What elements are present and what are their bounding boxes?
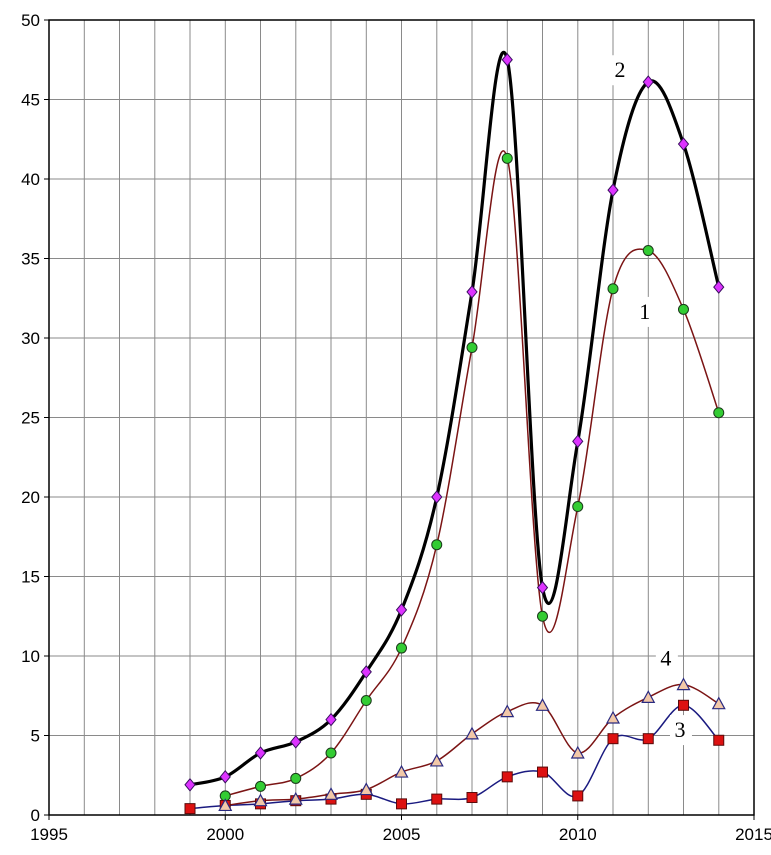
series-1-point-2003 <box>325 747 337 759</box>
series-4-point-2013 <box>676 677 691 691</box>
series-4-point-2005 <box>394 764 409 778</box>
series-2-point-2012 <box>642 75 654 89</box>
series-1-point-2014 <box>713 407 725 419</box>
y-tick-label: 10 <box>21 647 40 666</box>
x-tick-label: 2005 <box>383 825 421 844</box>
series-2-point-2011 <box>607 183 619 197</box>
axes: 0 5 10 15 20 25 30 35 40 45 50 1995 2000 2005 2010 2015 <box>21 11 771 844</box>
series-2-point-2000 <box>219 770 231 784</box>
series-4-point-2000 <box>218 798 233 812</box>
series-4-point-2001 <box>253 793 268 807</box>
series-3-point-2005 <box>396 798 407 810</box>
series-2-point-2008 <box>501 52 513 67</box>
x-tick-label: 1995 <box>30 825 68 844</box>
series-1-line <box>225 150 720 797</box>
y-tick-label: 40 <box>21 170 40 189</box>
y-tick-label: 15 <box>21 568 40 587</box>
series-1-point-2002 <box>290 772 302 784</box>
series-4-point-2007 <box>464 726 480 740</box>
series-1-point-2005 <box>396 642 407 654</box>
y-tick-label: 25 <box>21 409 40 428</box>
series-2-point-2007 <box>466 285 478 299</box>
series-2-point-2004 <box>360 665 372 679</box>
series-1-point-2011 <box>607 283 619 295</box>
series-2-point-2013 <box>677 137 690 151</box>
series-2-point-2010 <box>572 434 584 449</box>
x-tick-label: 2000 <box>206 825 244 844</box>
series-3-point-2007 <box>466 792 478 804</box>
series-3-point-1999 <box>184 803 196 815</box>
series-2-line <box>189 50 721 787</box>
series-3-point-2009 <box>537 766 548 778</box>
series-3-label: 3 <box>674 717 685 742</box>
series-3-point-2012 <box>642 733 654 745</box>
series-2-point-2002 <box>290 735 302 749</box>
series-lines <box>189 50 721 810</box>
series-1-point-2010 <box>572 501 584 513</box>
x-tick-label: 2015 <box>735 825 771 844</box>
series-1-label-bg <box>634 296 657 327</box>
series-1-point-2007 <box>466 342 478 354</box>
series-2-point-2006 <box>431 490 443 504</box>
series-1-point-2012 <box>642 245 654 257</box>
series-2-label-bg <box>610 55 633 86</box>
y-tick-label: 45 <box>21 91 40 110</box>
series-3-point-2011 <box>607 733 619 745</box>
series-markers <box>184 52 726 815</box>
series-2-point-2005 <box>395 603 408 617</box>
grid <box>49 20 754 815</box>
series-3-point-2006 <box>431 793 443 805</box>
series-4-label-bg <box>655 643 678 674</box>
x-tick-label: 2010 <box>559 825 597 844</box>
series-1-point-2001 <box>255 780 266 792</box>
series-1-point-2013 <box>678 303 689 315</box>
series-2-point-2003 <box>325 712 337 727</box>
series-labels: 1 2 3 4 <box>610 55 692 746</box>
series-4-point-2008 <box>500 704 515 718</box>
series-2-point-1999 <box>184 778 196 792</box>
series-3-point-2008 <box>501 771 513 783</box>
series-1-point-2009 <box>537 610 548 622</box>
y-tick-label: 30 <box>21 329 40 348</box>
series-4-point-2009 <box>535 698 550 711</box>
series-4-label: 4 <box>660 646 671 671</box>
series-2-point-2001 <box>254 746 267 760</box>
series-4-point-2002 <box>288 791 303 805</box>
series-3-label-bg <box>669 715 692 746</box>
series-2-point-2014 <box>713 280 725 294</box>
series-4-point-2012 <box>641 690 656 703</box>
series-3-point-2013 <box>678 699 689 711</box>
series-1-point-2006 <box>431 539 443 551</box>
y-tick-label: 0 <box>31 806 40 825</box>
series-4-point-2010 <box>570 745 585 759</box>
series-2-label: 2 <box>615 57 626 82</box>
series-1-point-2004 <box>360 695 372 707</box>
y-tick-label: 20 <box>21 488 40 507</box>
y-tick-label: 5 <box>31 727 40 746</box>
series-2-point-2009 <box>536 580 549 595</box>
y-tick-label: 35 <box>21 250 40 269</box>
series-3-point-2010 <box>572 790 584 802</box>
series-4-point-2011 <box>605 710 621 724</box>
series-4-point-2004 <box>359 782 374 796</box>
series-3-point-2014 <box>713 734 725 746</box>
series-4-point-2006 <box>429 753 444 767</box>
series-1-point-2008 <box>501 152 513 164</box>
series-1-label: 1 <box>639 299 650 324</box>
series-4-point-2014 <box>711 696 726 710</box>
series-3-line <box>189 704 720 810</box>
y-tick-label: 50 <box>21 11 40 30</box>
series-4-point-2003 <box>323 787 339 800</box>
